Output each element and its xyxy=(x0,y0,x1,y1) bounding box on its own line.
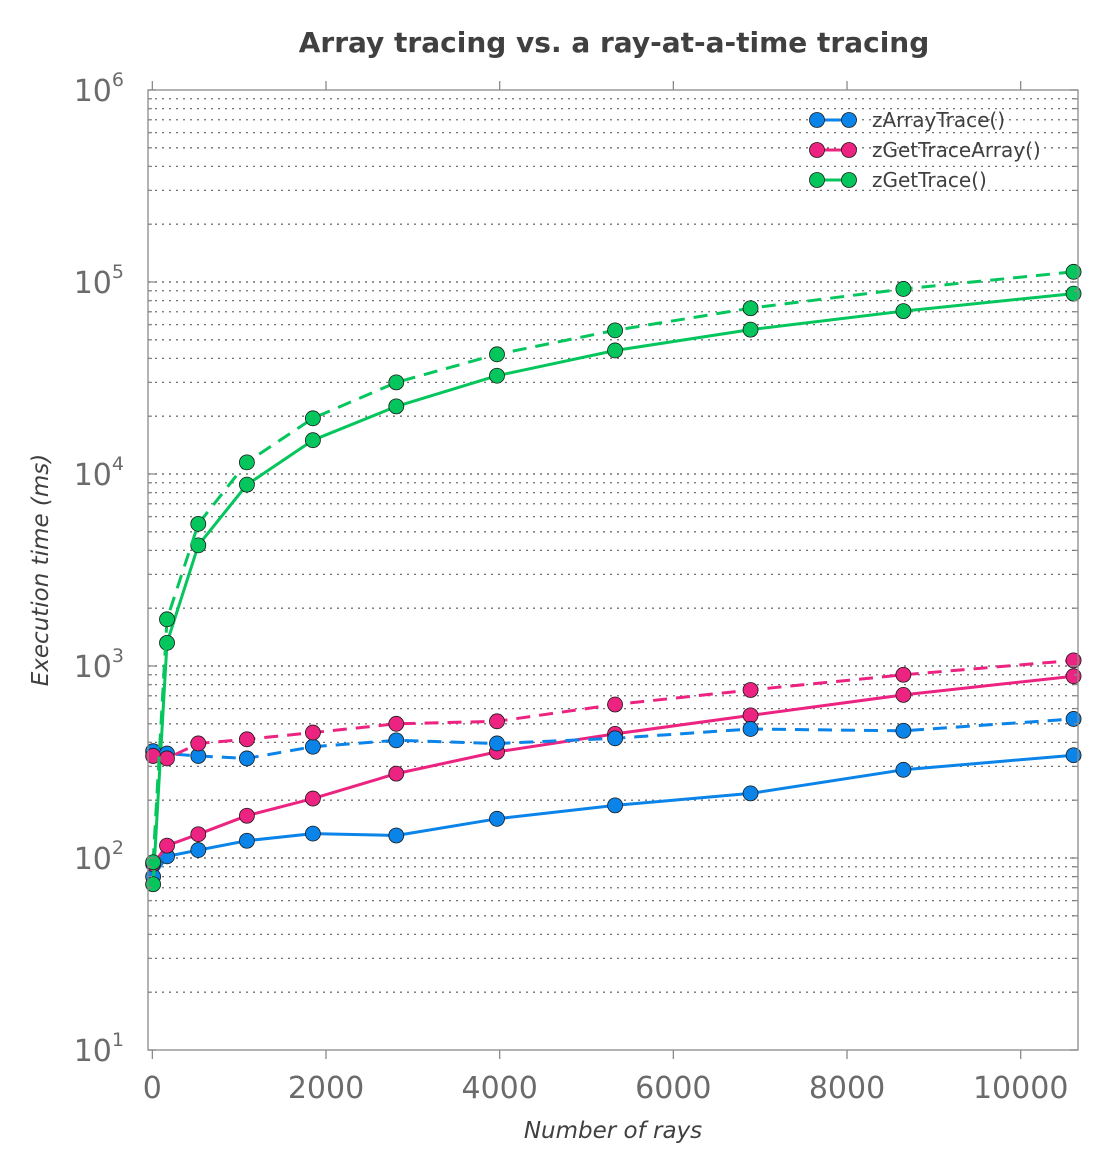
legend-label: zGetTraceArray() xyxy=(872,138,1041,162)
data-point xyxy=(1065,668,1082,685)
data-point xyxy=(239,476,255,493)
y-tick-label: 103 xyxy=(74,645,124,685)
legend-marker xyxy=(841,172,857,188)
x-tick-label: 6000 xyxy=(635,1071,711,1106)
legend-marker xyxy=(809,142,825,158)
chart-title: Array tracing vs. a ray-at-a-time tracin… xyxy=(299,26,930,59)
y-tick-label: 104 xyxy=(74,453,124,493)
series-line xyxy=(151,270,1074,863)
series-0 xyxy=(145,747,1082,885)
data-point xyxy=(304,825,321,842)
data-point xyxy=(1065,711,1082,727)
data-point xyxy=(388,398,405,415)
y-tick-labels: 101 102 103 104 105 106 xyxy=(74,69,124,1069)
y-tick-label: 102 xyxy=(74,837,124,877)
series-2 xyxy=(145,285,1082,893)
legend-marker xyxy=(841,112,857,128)
data-point xyxy=(304,410,321,427)
data-point xyxy=(607,322,623,339)
data-point xyxy=(239,731,255,748)
data-point xyxy=(388,374,405,391)
data-point xyxy=(742,682,759,698)
data-point xyxy=(190,826,207,843)
data-point xyxy=(1065,652,1082,669)
data-point xyxy=(489,735,505,752)
data-point xyxy=(607,730,623,747)
data-point xyxy=(159,750,175,767)
data-point xyxy=(895,281,912,297)
grid-layer xyxy=(148,98,1078,993)
series-line xyxy=(152,658,1074,760)
data-point xyxy=(388,765,405,782)
data-point xyxy=(607,342,623,359)
data-point xyxy=(895,761,912,778)
series-line xyxy=(151,292,1074,885)
y-tick-label: 101 xyxy=(74,1029,124,1069)
data-point xyxy=(607,696,623,713)
data-point xyxy=(895,303,912,320)
data-point xyxy=(489,713,505,730)
legend-item: zArrayTrace() xyxy=(809,108,1005,132)
data-point xyxy=(159,611,175,628)
data-point xyxy=(489,810,505,827)
data-point xyxy=(190,515,207,532)
data-point xyxy=(239,807,255,824)
data-point xyxy=(742,321,759,338)
data-point xyxy=(304,432,321,449)
data-point xyxy=(1065,285,1082,302)
legend: zArrayTrace() zGetTraceArray() zGetTrace() xyxy=(809,108,1041,192)
series-3 xyxy=(145,711,1082,767)
data-point xyxy=(895,722,912,739)
ticks-layer xyxy=(148,81,1078,1059)
x-tick-label: 8000 xyxy=(809,1071,885,1106)
data-point xyxy=(388,715,405,732)
x-tick-labels: 0 2000 4000 6000 8000 10000 xyxy=(143,1071,1069,1106)
legend-item: zGetTraceArray() xyxy=(809,138,1041,162)
data-point xyxy=(895,666,912,683)
data-point xyxy=(742,300,759,317)
data-point xyxy=(742,785,759,802)
data-point xyxy=(304,790,321,807)
x-tick-label: 2000 xyxy=(288,1071,364,1106)
data-point xyxy=(304,724,321,741)
data-point xyxy=(239,750,255,767)
data-point xyxy=(607,797,623,814)
series-layer xyxy=(145,263,1082,893)
data-point xyxy=(239,454,255,471)
data-point xyxy=(190,735,207,752)
data-point xyxy=(388,732,405,749)
data-point xyxy=(239,832,255,849)
y-tick-label: 106 xyxy=(74,69,124,109)
x-tick-label: 4000 xyxy=(462,1071,538,1106)
data-point xyxy=(304,738,321,755)
data-point xyxy=(895,687,912,703)
y-axis-label: Execution time (ms) xyxy=(28,454,54,687)
series-line xyxy=(151,753,1074,878)
legend-marker xyxy=(809,172,825,188)
data-point xyxy=(1065,263,1082,280)
y-tick-label: 105 xyxy=(74,261,124,301)
x-tick-label: 10000 xyxy=(973,1071,1068,1106)
x-tick-label: 0 xyxy=(143,1071,162,1106)
legend-marker xyxy=(841,142,857,158)
data-point xyxy=(742,721,759,737)
series-5 xyxy=(145,263,1082,871)
data-point xyxy=(1065,747,1082,764)
legend-item: zGetTrace() xyxy=(809,168,987,192)
data-point xyxy=(388,827,405,844)
data-point xyxy=(489,367,505,384)
legend-label: zGetTrace() xyxy=(872,168,987,192)
data-point xyxy=(190,842,207,858)
legend-label: zArrayTrace() xyxy=(872,108,1005,132)
series-4 xyxy=(145,652,1082,767)
legend-marker xyxy=(809,112,825,128)
data-point xyxy=(190,537,207,554)
data-point xyxy=(742,707,759,724)
plot-frame xyxy=(147,89,1079,1051)
series-line xyxy=(152,717,1074,760)
x-axis-label: Number of rays xyxy=(524,1118,702,1144)
data-point xyxy=(489,346,505,363)
data-point xyxy=(159,837,175,854)
